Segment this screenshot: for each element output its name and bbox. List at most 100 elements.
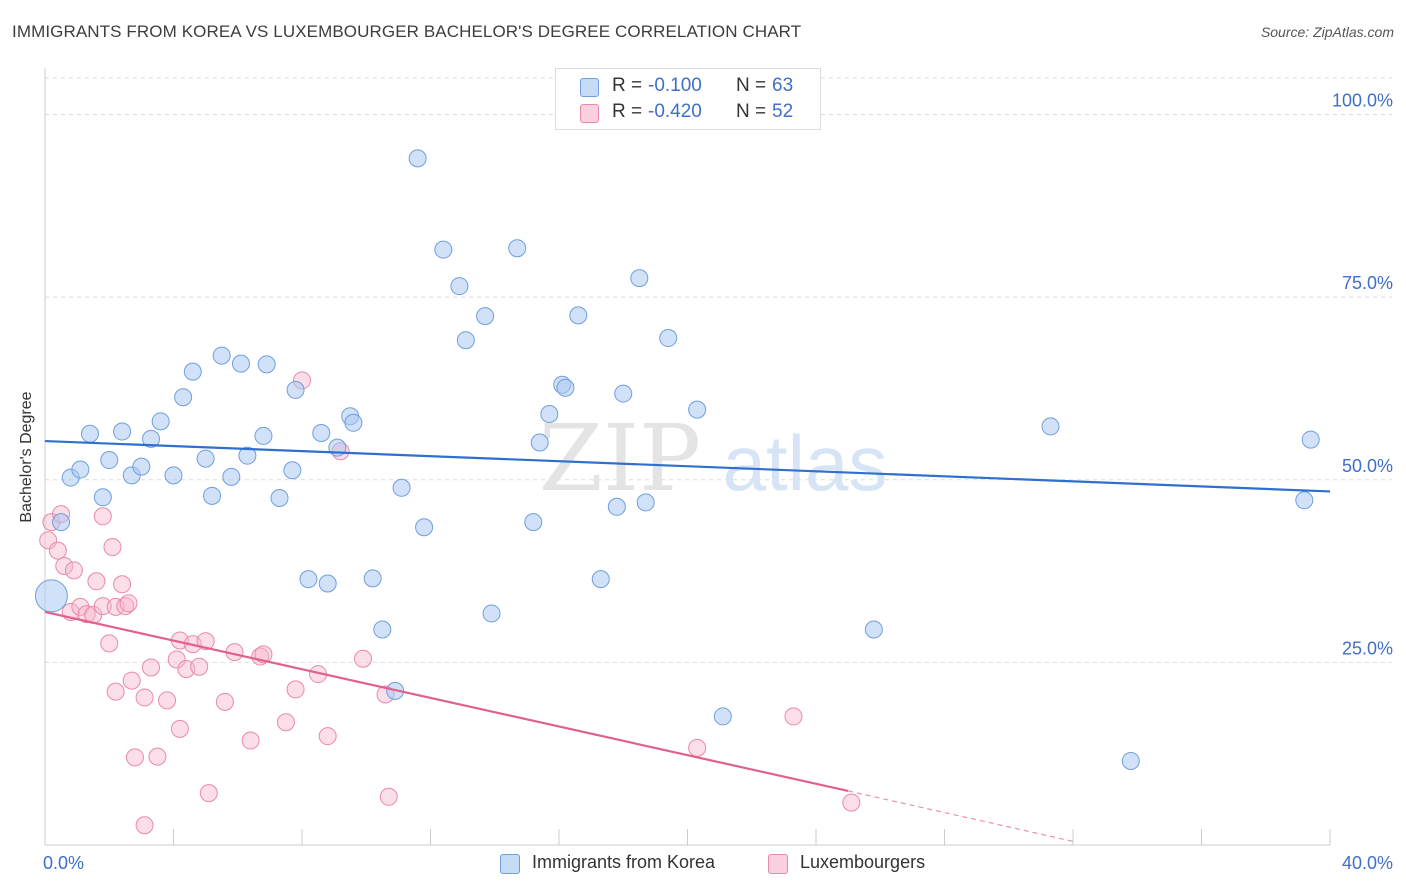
bottom-legend-lux-label: Luxembourgers [800, 852, 926, 872]
lux-point [241, 731, 260, 750]
korea-point [636, 493, 655, 512]
korea-point [659, 329, 678, 348]
korea-point [183, 362, 202, 381]
korea-point [238, 446, 257, 465]
lux-point [318, 727, 337, 746]
lux-point [688, 738, 707, 757]
lux-point [71, 597, 90, 616]
korea-point [196, 449, 215, 468]
korea-point [392, 478, 411, 497]
lux-point [135, 816, 154, 835]
lux-point [170, 719, 189, 738]
lux-point [148, 747, 167, 766]
y-tick-label: 75.0% [1342, 273, 1393, 293]
legend-n-label: N = [736, 101, 767, 122]
korea-point [530, 433, 549, 452]
korea-point [450, 277, 469, 296]
legend-r-value: -0.420 [648, 101, 702, 122]
bottom-swatch-lux [768, 854, 788, 874]
lux-point [87, 572, 106, 591]
korea-point [151, 412, 170, 431]
korea-point [688, 400, 707, 419]
korea-point [100, 451, 119, 470]
lux-point [190, 657, 209, 676]
axes [44, 68, 1331, 846]
x-tick-label-max: 40.0% [1342, 853, 1393, 873]
korea-point [476, 307, 495, 326]
korea-point [283, 461, 302, 480]
lux-point [55, 556, 74, 575]
bottom-swatch-korea [500, 854, 520, 874]
korea-point [630, 269, 649, 288]
korea-point [142, 429, 161, 448]
tick-labels: 25.0% 50.0% 75.0% 100.0% 0.0% 40.0% [43, 91, 1393, 873]
korea-points [34, 149, 1320, 770]
lux-point [103, 537, 122, 556]
y-axis-label: Bachelor's Degree [18, 391, 35, 523]
korea-point [254, 426, 273, 445]
legend-swatch-lux [580, 104, 599, 123]
korea-point [132, 457, 151, 476]
lux-point [106, 682, 125, 701]
bottom-legend-korea-label: Immigrants from Korea [532, 852, 716, 872]
lux-point [119, 594, 138, 613]
korea-point [203, 486, 222, 505]
korea-point [231, 354, 250, 373]
korea-point [569, 306, 588, 325]
korea-point [93, 488, 112, 507]
korea-point [373, 620, 392, 639]
korea-point [344, 413, 363, 432]
korea-point [222, 467, 241, 486]
lux-point [48, 541, 67, 560]
korea-point [524, 513, 543, 532]
y-tick-label: 100.0% [1332, 91, 1393, 111]
lux-point [125, 748, 144, 767]
source-credit: Source: ZipAtlas.com [1260, 24, 1394, 40]
lux-point [122, 671, 141, 690]
lux-point [215, 692, 234, 711]
legend-swatch-korea [580, 78, 599, 97]
korea-point [174, 388, 193, 407]
korea-point [113, 422, 132, 441]
lux-point [167, 650, 186, 669]
watermark-atlas: atlas [723, 419, 888, 507]
y-tick-label: 50.0% [1342, 456, 1393, 476]
lux-point [113, 575, 132, 594]
korea-point [864, 620, 883, 639]
trend-lines [44, 439, 1331, 842]
korea-point [456, 331, 475, 350]
lux-point [286, 680, 305, 699]
korea-point [363, 569, 382, 588]
legend-r-label: R = [612, 101, 643, 122]
legend-n-label: N = [736, 75, 767, 96]
korea-point [540, 405, 559, 424]
lux-point [116, 597, 135, 616]
lux-point [64, 561, 83, 580]
legend-n-value: 63 [772, 75, 794, 96]
lux-point [199, 784, 218, 803]
korea-point [164, 466, 183, 485]
lux-point [142, 658, 161, 677]
y-tick-label: 25.0% [1342, 638, 1393, 658]
legend-r-label: R = [612, 75, 643, 96]
lux-point [77, 605, 96, 624]
lux-point [842, 793, 861, 812]
lux-point [379, 787, 398, 806]
lux-point [93, 507, 112, 526]
lux-point [100, 634, 119, 653]
stats-legend: R = -0.100 N = 63 R = -0.420 N = 52 [555, 68, 821, 130]
korea-point [52, 513, 71, 532]
korea-point [80, 424, 99, 443]
korea-trend-line [44, 439, 1331, 493]
korea-point [408, 149, 427, 168]
watermark: ZIP atlas [539, 405, 887, 512]
korea-point [591, 570, 610, 589]
korea-point [434, 240, 453, 259]
korea-point [1295, 491, 1314, 510]
lux-point [354, 649, 373, 668]
legend-r-value: -0.100 [648, 75, 702, 96]
korea-point [212, 346, 231, 365]
korea-point [607, 497, 626, 516]
lux-trend-extension [847, 790, 1074, 842]
